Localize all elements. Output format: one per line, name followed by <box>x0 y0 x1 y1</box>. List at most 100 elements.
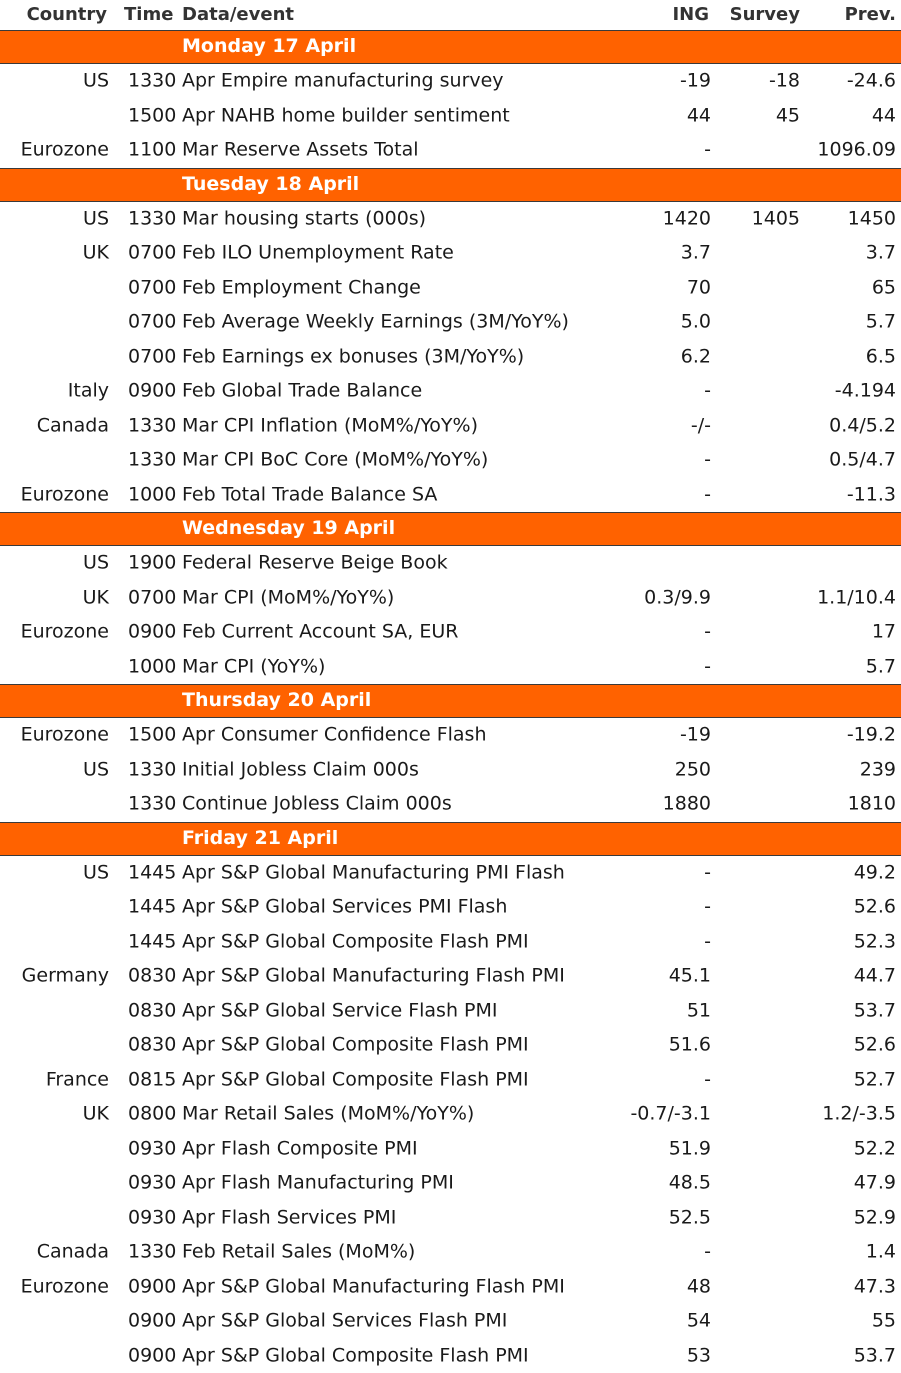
day-label: Wednesday 19 April <box>182 517 395 539</box>
event-cell: Mar CPI Inflation (MoM%/YoY%) <box>182 416 478 435</box>
country-cell: France <box>46 1070 109 1089</box>
prev-cell: 52.6 <box>854 898 896 917</box>
time-cell: 0815 <box>128 1070 176 1089</box>
event-cell: Feb Average Weekly Earnings (3M/YoY%) <box>182 313 569 332</box>
time-cell: 1445 <box>128 932 176 951</box>
event-cell: Apr Consumer Confidence Flash <box>182 726 487 745</box>
day-header-row: Friday 21 April <box>0 822 901 856</box>
time-cell: 1445 <box>128 863 176 882</box>
ing-cell: 53 <box>687 1346 711 1365</box>
ing-cell: 6.2 <box>681 347 711 366</box>
prev-cell: 1.4 <box>866 1243 896 1262</box>
event-cell: Feb Total Trade Balance SA <box>182 485 437 504</box>
prev-cell: -4.194 <box>835 382 896 401</box>
survey-cell: 45 <box>776 106 800 125</box>
prev-cell: 49.2 <box>854 863 896 882</box>
country-cell: UK <box>83 588 109 607</box>
prev-cell: 1.1/10.4 <box>817 588 896 607</box>
day-label: Thursday 20 April <box>182 689 371 711</box>
ing-cell: 45.1 <box>669 967 711 986</box>
header-country: Country <box>27 6 107 24</box>
event-cell: Mar Reserve Assets Total <box>182 141 419 160</box>
event-cell: Mar CPI BoC Core (MoM%/YoY%) <box>182 451 488 470</box>
event-cell: Apr S&P Global Composite Flash PMI <box>182 1346 529 1365</box>
event-cell: Apr S&P Global Manufacturing Flash PMI <box>182 1277 565 1296</box>
time-cell: 0900 <box>128 623 176 642</box>
table-row: 0900 Apr S&P Global Composite Flash PMI 53… <box>0 1339 901 1373</box>
ing-cell: 44 <box>687 106 711 125</box>
header-event: Data/event <box>182 6 294 24</box>
table-header: Country Time Data/event ING Survey Prev. <box>0 0 901 30</box>
header-prev: Prev. <box>845 6 896 24</box>
country-cell: Italy <box>68 382 109 401</box>
time-cell: 1330 <box>128 209 176 228</box>
prev-cell: 44 <box>872 106 896 125</box>
country-cell: Germany <box>22 967 109 986</box>
prev-cell: 0.4/5.2 <box>829 416 896 435</box>
time-cell: 0900 <box>128 1312 176 1331</box>
event-cell: Continue Jobless Claim 000s <box>182 795 452 814</box>
ing-cell: 1420 <box>663 209 711 228</box>
prev-cell: 47.9 <box>854 1174 896 1193</box>
event-cell: Feb ILO Unemployment Rate <box>182 244 454 263</box>
country-cell: US <box>83 209 109 228</box>
prev-cell: 5.7 <box>866 657 896 676</box>
event-cell: Apr NAHB home builder sentiment <box>182 106 510 125</box>
event-cell: Apr Flash Manufacturing PMI <box>182 1174 454 1193</box>
ing-cell: - <box>704 485 711 504</box>
time-cell: 0700 <box>128 244 176 263</box>
time-cell: 1000 <box>128 485 176 504</box>
event-cell: Feb Earnings ex bonuses (3M/YoY%) <box>182 347 524 366</box>
header-survey: Survey <box>730 6 800 24</box>
prev-cell: 65 <box>872 278 896 297</box>
time-cell: 0900 <box>128 1346 176 1365</box>
event-cell: Mar Retail Sales (MoM%/YoY%) <box>182 1105 474 1124</box>
time-cell: 1330 <box>128 451 176 470</box>
day-header-row: Thursday 20 April <box>0 684 901 718</box>
prev-cell: 1810 <box>848 795 896 814</box>
day-label: Monday 17 April <box>182 35 356 57</box>
ing-cell: - <box>704 657 711 676</box>
time-cell: 1330 <box>128 795 176 814</box>
ing-cell: 3.7 <box>681 244 711 263</box>
ing-cell: 250 <box>675 760 711 779</box>
event-cell: Mar CPI (MoM%/YoY%) <box>182 588 394 607</box>
day-header-row: Monday 17 April <box>0 30 901 64</box>
event-cell: Mar housing starts (000s) <box>182 209 426 228</box>
event-cell: Federal Reserve Beige Book <box>182 554 448 573</box>
header-time: Time <box>124 6 173 24</box>
prev-cell: 52.3 <box>854 932 896 951</box>
event-cell: Apr S&P Global Service Flash PMI <box>182 1001 497 1020</box>
time-cell: 1330 <box>128 760 176 779</box>
prev-cell: 55 <box>872 1312 896 1331</box>
time-cell: 0900 <box>128 382 176 401</box>
time-cell: 0930 <box>128 1174 176 1193</box>
ing-cell: -19 <box>680 72 711 91</box>
event-cell: Apr S&P Global Composite Flash PMI <box>182 932 529 951</box>
ing-cell: -0.7/-3.1 <box>630 1105 711 1124</box>
event-cell: Feb Employment Change <box>182 278 421 297</box>
prev-cell: 6.5 <box>866 347 896 366</box>
prev-cell: -11.3 <box>847 485 896 504</box>
event-cell: Apr S&P Global Composite Flash PMI <box>182 1036 529 1055</box>
time-cell: 1100 <box>128 141 176 160</box>
time-cell: 0830 <box>128 1001 176 1020</box>
ing-cell: - <box>704 382 711 401</box>
ing-cell: - <box>704 898 711 917</box>
event-cell: Initial Jobless Claim 000s <box>182 760 419 779</box>
country-cell: Eurozone <box>21 726 109 745</box>
day-header-row: Wednesday 19 April <box>0 512 901 546</box>
event-cell: Mar CPI (YoY%) <box>182 657 325 676</box>
time-cell: 1900 <box>128 554 176 573</box>
